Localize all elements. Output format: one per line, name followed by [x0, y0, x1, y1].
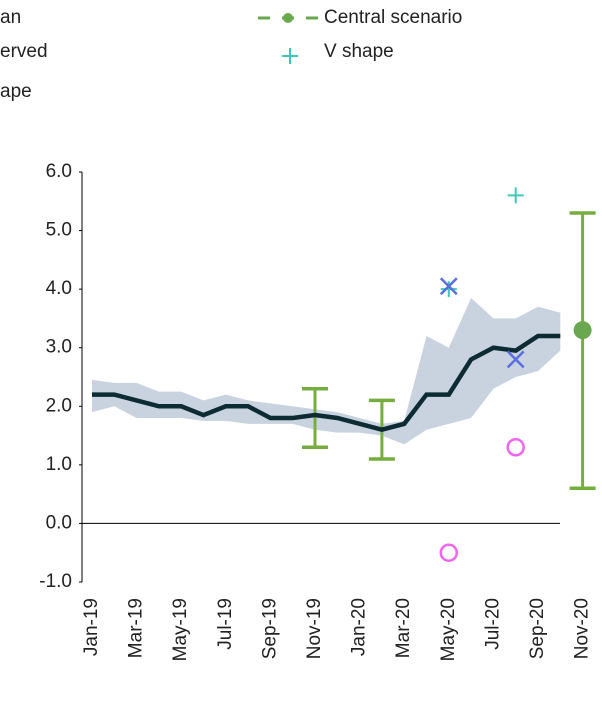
cross-marker: [506, 350, 525, 369]
y-tick-label: -1.0: [39, 571, 72, 592]
x-tick-label: Jan-20: [349, 598, 370, 656]
x-tick-label: Jul-19: [215, 598, 236, 650]
x-tick-label: Jul-20: [482, 598, 503, 650]
x-tick-label: Sep-20: [527, 598, 548, 659]
plus-marker: [440, 281, 457, 298]
x-tick-label: Mar-19: [126, 598, 147, 658]
legend-dot: [283, 13, 293, 23]
legend-label: V shape: [324, 41, 394, 62]
plus-marker: [282, 48, 298, 64]
dot-marker: [573, 321, 592, 340]
x-tick-label: May-20: [438, 598, 459, 661]
x-tick-label: Nov-19: [304, 598, 325, 659]
legend-label: an: [0, 7, 21, 28]
x-tick-label: Mar-20: [393, 598, 414, 658]
y-tick-label: 5.0: [46, 220, 72, 241]
y-tick-label: 4.0: [46, 278, 72, 299]
y-tick-label: 0.0: [46, 512, 72, 533]
x-tick-label: Nov-20: [572, 598, 593, 659]
cross-marker: [439, 277, 458, 296]
y-tick-label: 6.0: [46, 161, 72, 182]
circle-marker: [506, 438, 525, 457]
y-tick-label: 3.0: [46, 337, 72, 358]
y-tick-label: 1.0: [46, 454, 72, 475]
plus-marker: [507, 187, 524, 204]
legend-label: ape: [0, 81, 32, 102]
y-tick-label: 2.0: [46, 395, 72, 416]
median-line: [92, 333, 561, 433]
legend-label: erved: [0, 41, 48, 62]
x-tick-label: Jan-19: [81, 598, 102, 656]
x-tick-label: Sep-19: [259, 598, 280, 659]
x-tick-label: May-19: [170, 598, 191, 661]
range-band: [92, 297, 561, 445]
legend-label: Central scenario: [324, 7, 462, 28]
circle-marker: [439, 543, 459, 562]
